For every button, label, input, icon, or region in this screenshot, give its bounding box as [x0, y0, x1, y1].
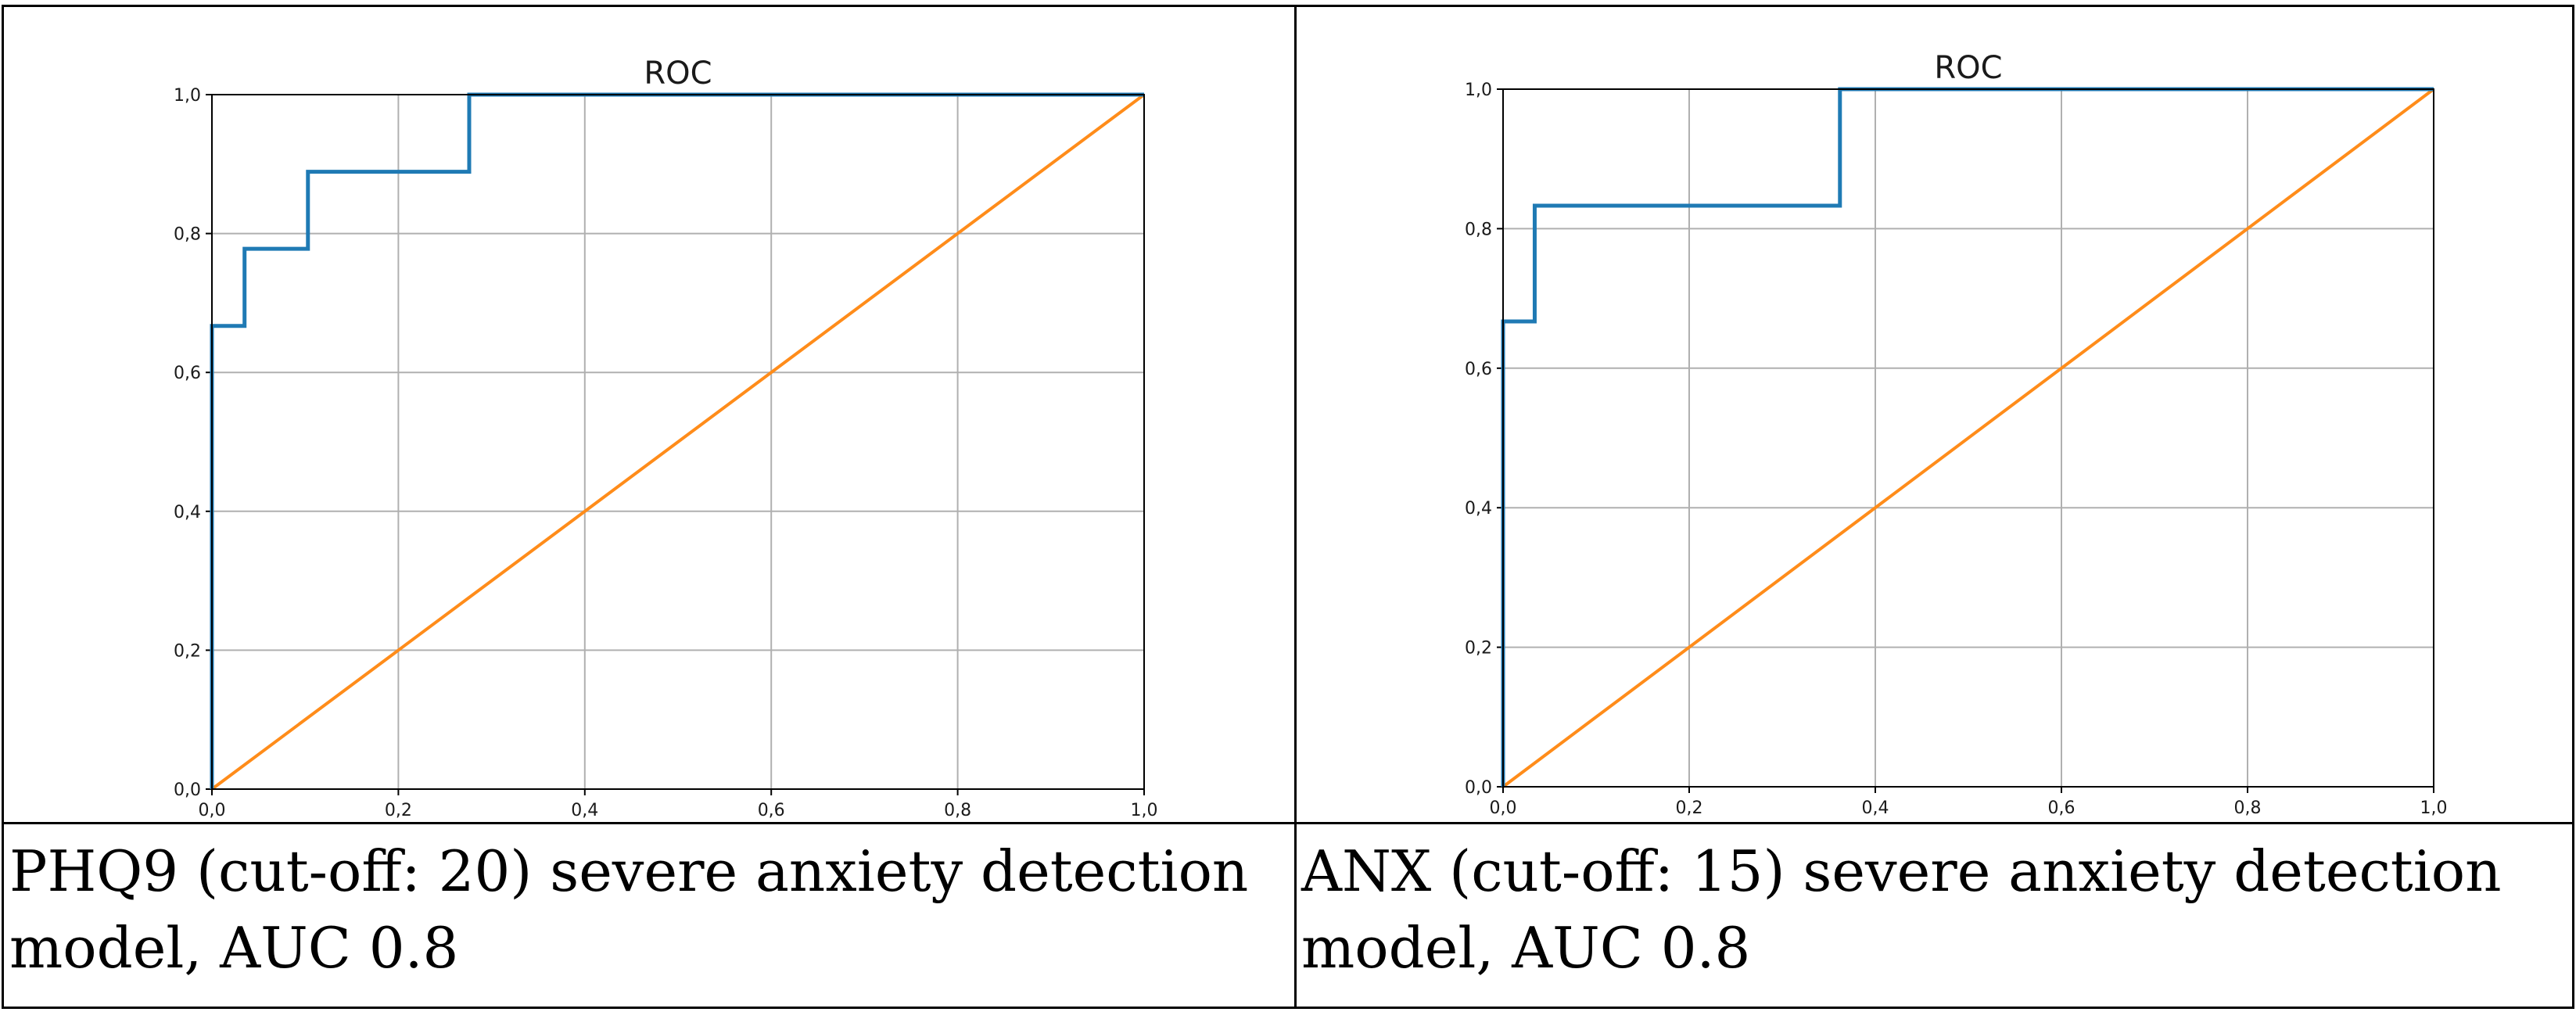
y-tick-label: 0,6 — [1465, 360, 1492, 379]
x-tick-label: 0,4 — [571, 801, 598, 820]
roc-curve-line — [210, 92, 1144, 789]
figure-table-frame — [2, 5, 2574, 1009]
chance-diagonal-line — [1501, 88, 2435, 788]
y-tick-label: 0,8 — [1465, 220, 1492, 239]
x-tick-label: 0,0 — [1490, 798, 1517, 818]
x-tick-label: 0,4 — [1862, 798, 1889, 818]
x-tick-label: 0,8 — [944, 801, 971, 820]
x-tick-label: 1,0 — [1131, 801, 1158, 820]
right-roc-chart-cell: ROC 0,0 0,2 0,4 0,6 0,8 1,0 0,0 0,2 0,4 0,6 0,8 1,0 — [1297, 7, 2572, 822]
chart-title: ROC — [1934, 50, 2002, 86]
left-roc-chart-cell: ROC 0,0 0,2 0,4 0,6 0,8 1,0 0,0 0,2 0,4 0,6 0,8 1,0 — [4, 7, 1294, 822]
x-tick-label: 0,6 — [758, 801, 785, 820]
y-tick-label: 1,0 — [1465, 81, 1492, 100]
x-tick-label: 0,2 — [1676, 798, 1703, 818]
y-tick-label: 0,0 — [174, 781, 201, 800]
y-tick-label: 0,4 — [1465, 499, 1492, 519]
right-roc-chart: ROC 0,0 0,2 0,4 0,6 0,8 1,0 0,0 0,2 0,4 0,6 0,8 1,0 — [1465, 50, 2448, 818]
chart-title: ROC — [644, 56, 712, 92]
y-tick-label: 0,6 — [174, 364, 201, 383]
x-tick-label: 0,8 — [2234, 798, 2262, 818]
y-tick-label: 0,8 — [174, 225, 201, 245]
x-tick-label: 0,2 — [385, 801, 412, 820]
table-column-divider — [1294, 5, 1297, 1009]
left-roc-chart: ROC 0,0 0,2 0,4 0,6 0,8 1,0 0,0 0,2 0,4 0,6 0,8 1,0 — [174, 56, 1158, 820]
y-tick-label: 0,0 — [1465, 778, 1492, 798]
y-tick-label: 0,2 — [1465, 639, 1492, 659]
table-row-divider — [2, 822, 2574, 824]
plot-area-frame — [211, 94, 1145, 790]
chance-diagonal-line — [210, 93, 1146, 791]
plot-area-frame — [1502, 88, 2434, 788]
x-tick-label: 1,0 — [2420, 798, 2448, 818]
x-tick-label: 0,0 — [199, 801, 226, 820]
y-tick-label: 1,0 — [174, 86, 201, 106]
x-tick-label: 0,6 — [2048, 798, 2076, 818]
right-caption: ANX (cut-off: 15) severe anxiety detecti… — [1301, 838, 2502, 981]
left-caption: PHQ9 (cut-off: 20) severe anxiety detect… — [9, 838, 1249, 981]
y-tick-label: 0,4 — [174, 503, 201, 522]
y-tick-label: 0,2 — [174, 641, 201, 661]
